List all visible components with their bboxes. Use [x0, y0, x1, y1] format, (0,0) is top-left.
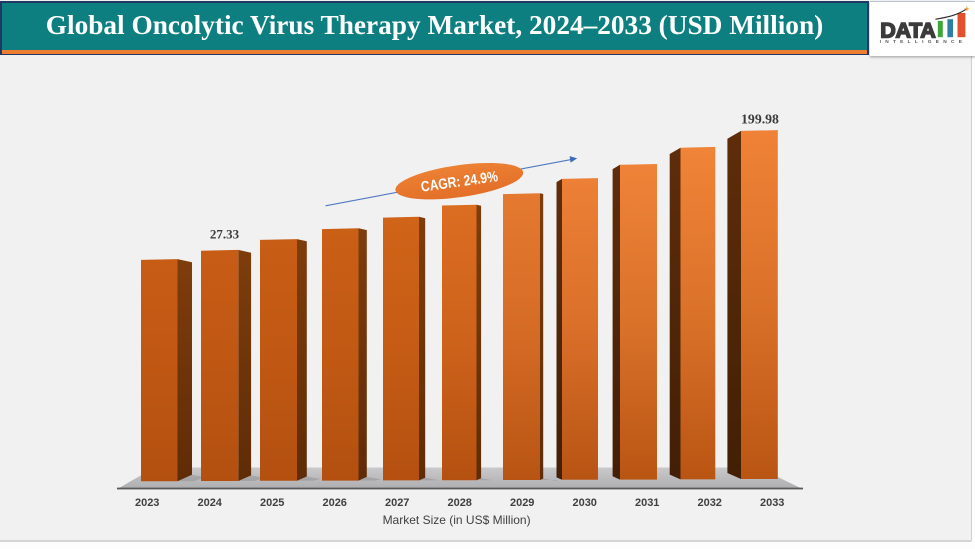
svg-text:Market Size (in US$ Million): Market Size (in US$ Million) [383, 513, 531, 527]
svg-text:2023: 2023 [135, 497, 159, 509]
svg-text:27.33: 27.33 [210, 227, 240, 242]
svg-text:2033: 2033 [760, 497, 784, 509]
svg-text:2032: 2032 [697, 497, 721, 509]
svg-text:2028: 2028 [447, 497, 471, 509]
svg-text:2025: 2025 [260, 497, 284, 509]
svg-text:2027: 2027 [385, 497, 409, 509]
svg-text:2031: 2031 [635, 497, 659, 509]
svg-text:2024: 2024 [197, 497, 222, 509]
svg-text:199.98: 199.98 [741, 111, 779, 126]
svg-text:2026: 2026 [322, 497, 346, 509]
svg-text:2029: 2029 [510, 497, 534, 509]
svg-text:2030: 2030 [572, 497, 596, 509]
svg-text:DATA: DATA [880, 18, 936, 42]
svg-text:INTELLIGENCE: INTELLIGENCE [880, 39, 965, 45]
